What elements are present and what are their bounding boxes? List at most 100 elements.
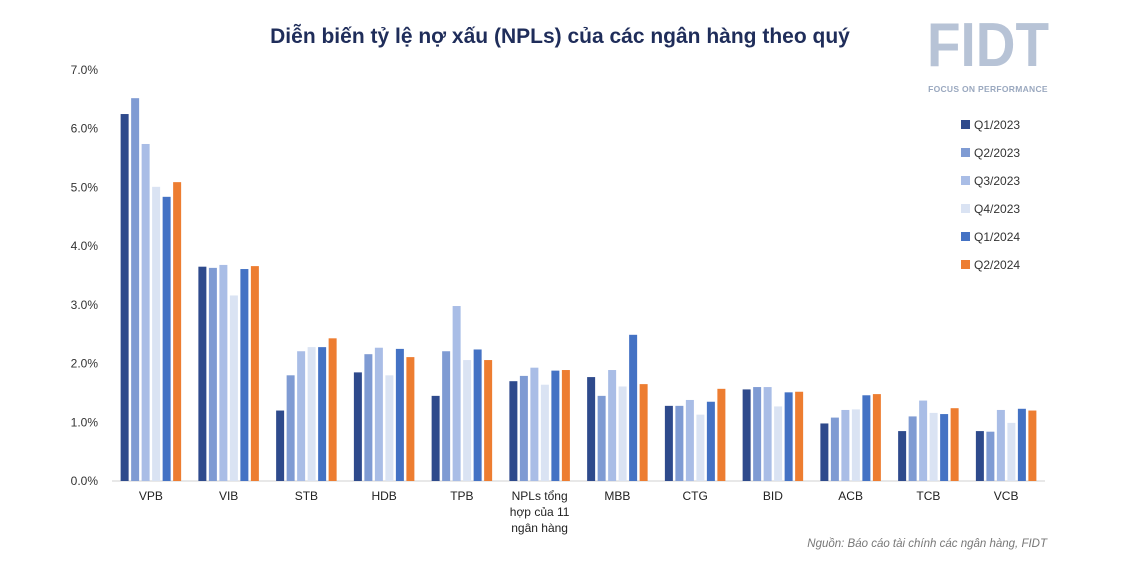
source-note: Nguồn: Báo cáo tài chính các ngân hàng, … (807, 538, 1048, 550)
x-category-label: STB (295, 489, 318, 503)
bar-q2-2024 (484, 360, 493, 481)
x-category-label: MBB (604, 489, 630, 503)
legend-label: Q2/2023 (974, 146, 1020, 160)
x-category-label: ngân hàng (511, 521, 568, 535)
bar-q1-2024 (162, 196, 171, 481)
x-category-label: TCB (916, 489, 940, 503)
x-category-label: BID (763, 489, 783, 503)
x-category-label: TPB (450, 489, 473, 503)
bar-q1-2024 (940, 414, 949, 481)
bar-q2-2023 (908, 416, 917, 481)
bar-q4-2023 (618, 386, 627, 481)
legend-label: Q1/2023 (974, 118, 1020, 132)
bar-q2-2023 (208, 267, 217, 481)
chart-title: Diễn biến tỷ lệ nợ xấu (NPLs) của các ng… (270, 24, 850, 48)
x-axis-labels: VPB VIB STB HDB TPB NPLs tổng hợp của 11 ngân h… (139, 489, 1019, 535)
bar-q2-2024 (328, 338, 337, 481)
bar-q1-2024 (473, 349, 482, 481)
bar-q1-2024 (629, 334, 638, 481)
bar-q1-2024 (240, 269, 249, 481)
bar-q3-2023 (374, 347, 383, 481)
bar-q1-2024 (551, 370, 560, 481)
bar-q1-2024 (862, 395, 871, 481)
bar-q4-2023 (1007, 422, 1016, 481)
bar-q3-2023 (763, 387, 772, 481)
legend-swatch (961, 260, 970, 269)
bar-q2-2023 (986, 431, 995, 481)
y-tick-label: 1.0% (71, 415, 99, 429)
bar-q1-2023 (353, 372, 362, 481)
bar-q3-2023 (219, 264, 228, 481)
bar-q3-2023 (141, 143, 150, 482)
legend-swatch (961, 204, 970, 213)
legend-swatch (961, 120, 970, 129)
x-category-label: ACB (838, 489, 863, 503)
bar-q3-2023 (297, 351, 306, 481)
bar-q4-2023 (229, 295, 238, 481)
bar-q2-2023 (442, 351, 451, 481)
bar-q2-2023 (286, 375, 295, 481)
legend-swatch (961, 176, 970, 185)
bars (120, 98, 1037, 482)
bar-q1-2023 (198, 266, 207, 481)
bar-q2-2023 (830, 417, 839, 481)
bar-q2-2023 (597, 395, 606, 481)
fidt-logo: FIDT FOCUS ON PERFORMANCE (927, 11, 1049, 94)
legend-label: Q2/2024 (974, 258, 1020, 272)
bar-q1-2023 (509, 381, 518, 481)
bar-q1-2024 (395, 348, 404, 481)
bar-q2-2023 (753, 387, 762, 481)
bar-q3-2023 (530, 367, 539, 481)
bar-q3-2023 (841, 409, 850, 481)
bar-q1-2023 (431, 395, 440, 481)
bar-q4-2023 (463, 360, 472, 481)
bar-q2-2023 (131, 98, 140, 482)
y-tick-label: 3.0% (71, 298, 99, 312)
y-tick-label: 6.0% (71, 122, 99, 136)
y-tick-label: 2.0% (71, 357, 99, 371)
bar-q1-2023 (975, 431, 984, 481)
bar-q4-2023 (152, 186, 161, 481)
legend-swatch (961, 232, 970, 241)
bar-q3-2023 (919, 400, 928, 481)
bar-q1-2024 (318, 347, 327, 481)
y-axis: 0.0% 1.0% 2.0% 3.0% 4.0% 5.0% 6.0% 7.0% (71, 63, 99, 488)
legend-label: Q4/2023 (974, 202, 1020, 216)
bar-q2-2024 (173, 182, 182, 481)
bar-q2-2023 (675, 405, 684, 481)
legend-label: Q3/2023 (974, 174, 1020, 188)
bar-q4-2023 (774, 406, 783, 481)
legend-swatch (961, 148, 970, 157)
bar-q2-2023 (364, 354, 373, 481)
bar-q1-2024 (784, 392, 793, 481)
logo-text: FIDT (927, 11, 1049, 80)
bar-q1-2023 (587, 377, 596, 481)
bar-q1-2024 (1017, 408, 1026, 481)
x-category-label: VCB (994, 489, 1019, 503)
bar-q2-2024 (795, 391, 804, 481)
bar-q4-2023 (851, 409, 860, 481)
bar-q4-2023 (696, 414, 705, 481)
x-category-label: CTG (682, 489, 707, 503)
x-category-label: VPB (139, 489, 163, 503)
bar-q1-2023 (120, 114, 129, 481)
bar-q1-2023 (276, 410, 285, 481)
bar-q3-2023 (996, 409, 1005, 481)
bar-q2-2024 (872, 394, 881, 481)
bar-q1-2023 (820, 423, 829, 481)
bar-q4-2023 (307, 347, 316, 481)
bar-q2-2024 (639, 384, 648, 481)
bar-q4-2023 (540, 384, 549, 481)
x-category-label: VIB (219, 489, 238, 503)
x-category-label: HDB (371, 489, 396, 503)
y-tick-label: 7.0% (71, 63, 99, 77)
x-category-label: hợp của 11 (510, 505, 570, 519)
legend: Q1/2023 Q2/2023 Q3/2023 Q4/2023 Q1/2024 Q2/20… (961, 118, 1020, 272)
bar-q2-2023 (519, 375, 528, 481)
bar-q2-2024 (717, 388, 726, 481)
x-category-label: NPLs tổng (512, 489, 568, 503)
bar-q2-2024 (1028, 410, 1037, 481)
bar-q4-2023 (929, 412, 938, 481)
bar-q2-2024 (561, 370, 570, 481)
